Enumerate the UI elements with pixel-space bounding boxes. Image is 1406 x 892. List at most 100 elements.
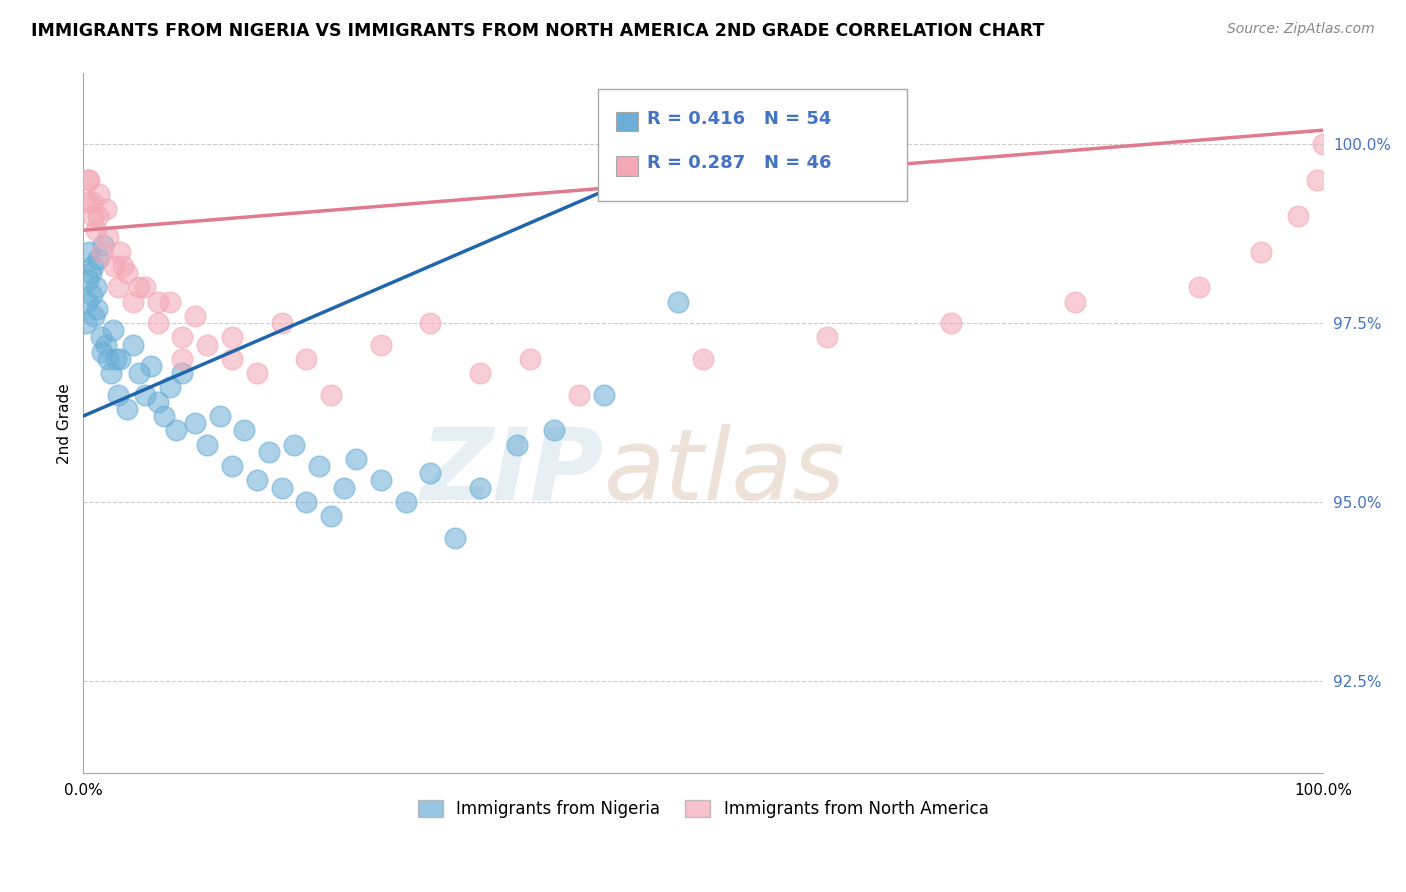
Point: [468, 481, 491, 495]
Point: [419, 467, 441, 481]
Point: [172, 330, 194, 344]
Point: [107, 280, 129, 294]
Point: [89, 187, 111, 202]
Point: [668, 294, 690, 309]
Point: [87, 252, 110, 266]
Point: [233, 423, 256, 437]
Point: [94, 337, 117, 351]
Point: [84, 223, 107, 237]
Point: [76, 294, 98, 309]
Point: [165, 423, 187, 437]
Text: IMMIGRANTS FROM NIGERIA VS IMMIGRANTS FROM NORTH AMERICA 2ND GRADE CORRELATION C: IMMIGRANTS FROM NIGERIA VS IMMIGRANTS FR…: [31, 22, 1045, 40]
Point: [270, 316, 292, 330]
Point: [321, 387, 343, 401]
Point: [692, 351, 714, 366]
Point: [543, 423, 565, 437]
Point: [221, 351, 243, 366]
Point: [97, 230, 120, 244]
Point: [506, 437, 529, 451]
Point: [94, 202, 117, 216]
Point: [815, 330, 838, 344]
Point: [283, 437, 305, 451]
Point: [103, 259, 125, 273]
Point: [153, 409, 176, 423]
Point: [107, 387, 129, 401]
Point: [159, 380, 181, 394]
Point: [332, 481, 354, 495]
Point: [370, 337, 392, 351]
Point: [87, 209, 110, 223]
Point: [270, 481, 292, 495]
Point: [419, 316, 441, 330]
Point: [1288, 209, 1310, 223]
Point: [172, 351, 194, 366]
Point: [146, 316, 169, 330]
Text: atlas: atlas: [605, 424, 846, 521]
Point: [221, 330, 243, 344]
Point: [146, 394, 169, 409]
Point: [593, 387, 616, 401]
Point: [90, 244, 112, 259]
Point: [110, 244, 132, 259]
Point: [128, 366, 150, 380]
Point: [246, 366, 269, 380]
Point: [90, 330, 112, 344]
Point: [1064, 294, 1087, 309]
Point: [1188, 280, 1211, 294]
Point: [568, 387, 591, 401]
Text: Source: ZipAtlas.com: Source: ZipAtlas.com: [1227, 22, 1375, 37]
Point: [90, 344, 112, 359]
Point: [221, 459, 243, 474]
Point: [97, 351, 120, 366]
Point: [83, 309, 105, 323]
Point: [308, 459, 330, 474]
Point: [100, 366, 122, 380]
Y-axis label: 2nd Grade: 2nd Grade: [58, 383, 72, 464]
Text: R = 0.287   N = 46: R = 0.287 N = 46: [647, 154, 831, 172]
Point: [134, 387, 156, 401]
Point: [941, 316, 963, 330]
Point: [246, 474, 269, 488]
Point: [1312, 137, 1334, 152]
Point: [128, 280, 150, 294]
Point: [115, 401, 138, 416]
Point: [115, 266, 138, 280]
Point: [370, 474, 392, 488]
Text: ZIP: ZIP: [420, 424, 605, 521]
Point: [80, 287, 103, 301]
Point: [344, 452, 367, 467]
Point: [208, 409, 231, 423]
Point: [195, 337, 218, 351]
Text: R = 0.416   N = 54: R = 0.416 N = 54: [647, 110, 831, 128]
Point: [146, 294, 169, 309]
Point: [91, 237, 114, 252]
Point: [444, 531, 467, 545]
Point: [141, 359, 163, 373]
Point: [519, 351, 541, 366]
Point: [110, 351, 132, 366]
Point: [1250, 244, 1272, 259]
Point: [77, 273, 100, 287]
Point: [122, 294, 145, 309]
Point: [86, 301, 108, 316]
Point: [80, 194, 103, 209]
Point: [79, 244, 101, 259]
Point: [195, 437, 218, 451]
Point: [82, 259, 104, 273]
Point: [259, 444, 281, 458]
Point: [395, 495, 418, 509]
Point: [184, 309, 207, 323]
Point: [80, 266, 103, 280]
Point: [79, 173, 101, 187]
Point: [184, 416, 207, 430]
Point: [84, 280, 107, 294]
Point: [468, 366, 491, 380]
Point: [122, 337, 145, 351]
Point: [82, 209, 104, 223]
Point: [159, 294, 181, 309]
Point: [134, 280, 156, 294]
Point: [295, 351, 318, 366]
Legend: Immigrants from Nigeria, Immigrants from North America: Immigrants from Nigeria, Immigrants from…: [412, 793, 995, 824]
Point: [77, 173, 100, 187]
Point: [75, 316, 97, 330]
